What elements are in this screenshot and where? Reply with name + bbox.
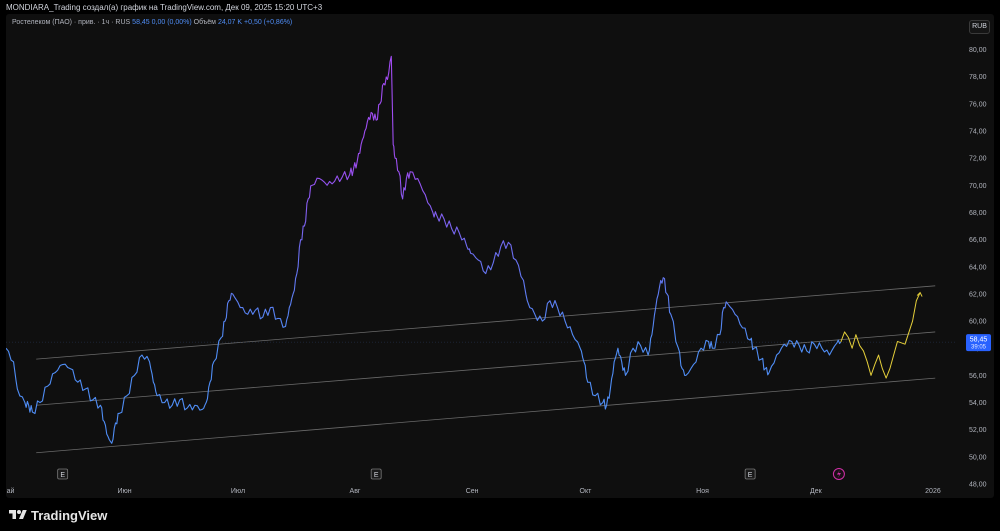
x-tick-label: Сен xyxy=(466,488,479,495)
legend-volume: 24,07 K +0,50 (+0,86%) xyxy=(217,19,293,26)
last-price-badge-bg xyxy=(966,334,991,352)
earnings-marker-box xyxy=(370,468,382,480)
y-tick-label: 50,00 xyxy=(969,454,987,461)
channel-lines xyxy=(6,285,956,454)
x-tick-label: Ноя xyxy=(696,488,709,495)
price-axis: 48,0050,0052,0054,0056,0058,0060,0062,00… xyxy=(966,47,991,489)
projection-line xyxy=(840,292,921,379)
y-tick-label: 54,00 xyxy=(969,400,987,407)
earnings-marker-box xyxy=(744,468,756,480)
symbol-legend: Ростелеком (ПАО) · прив. · 1ч · RUS 58,4… xyxy=(12,19,292,26)
price-chart[interactable]: 48,0050,0052,0054,0056,0058,0060,0062,00… xyxy=(6,14,994,498)
chart-panel[interactable]: Ростелеком (ПАО) · прив. · 1ч · RUS 58,4… xyxy=(6,14,994,498)
x-tick-label: Май xyxy=(6,487,14,495)
currency-button[interactable]: RUB xyxy=(969,20,990,34)
y-tick-label: 76,00 xyxy=(969,101,987,108)
channel-line xyxy=(36,285,936,360)
x-tick-label: Окт xyxy=(580,488,593,495)
series-layer xyxy=(6,55,923,444)
earnings-marker[interactable]: E xyxy=(57,468,69,480)
x-tick-label: Авг xyxy=(350,488,361,495)
flash-icon[interactable] xyxy=(832,468,845,480)
tradingview-logo-icon xyxy=(9,510,27,519)
y-tick-label: 80,00 xyxy=(969,47,987,54)
y-tick-label: 64,00 xyxy=(969,264,987,271)
y-tick-label: 72,00 xyxy=(969,156,987,163)
price-series-line xyxy=(6,55,842,444)
last-price-timer: 39:05 xyxy=(971,345,987,351)
y-tick-label: 60,00 xyxy=(969,319,987,326)
earnings-marker-box xyxy=(57,468,69,480)
channel-line xyxy=(36,377,936,454)
y-tick-label: 52,00 xyxy=(969,427,987,434)
legend-price: 58,45 0,00 (0,00%) xyxy=(132,19,192,26)
earnings-marker[interactable]: E xyxy=(744,468,756,480)
time-axis: Май Июн Июл Авг Сен Окт Ноя Дек 2026 xyxy=(6,487,941,495)
earnings-marker-label: E xyxy=(60,472,65,479)
last-price-value: 58,45 xyxy=(970,337,988,344)
y-tick-label: 74,00 xyxy=(969,129,987,136)
channel-line xyxy=(36,331,936,406)
legend-volume-label: Объём xyxy=(193,19,216,26)
earnings-marker-label: E xyxy=(748,472,753,479)
x-tick-label: 2026 xyxy=(925,488,941,495)
y-tick-label: 68,00 xyxy=(969,210,987,217)
flash-icon-bolt xyxy=(836,470,841,478)
y-tick-label: 78,00 xyxy=(969,74,987,81)
x-tick-label: Июл xyxy=(231,488,245,495)
earnings-marker[interactable]: E xyxy=(370,468,382,480)
chart-author-title: MONDIARA_Trading создал(а) график на Tra… xyxy=(6,3,323,12)
earnings-marker-label: E xyxy=(374,472,379,479)
tradingview-brand: TradingView xyxy=(31,507,108,523)
projection-arrowhead xyxy=(916,291,923,297)
footer-branding: TradingView xyxy=(8,506,107,524)
legend-symbol[interactable]: Ростелеком (ПАО) · прив. · 1ч · RUS xyxy=(12,19,131,26)
y-tick-label: 62,00 xyxy=(969,291,987,298)
y-tick-label: 56,00 xyxy=(969,373,987,380)
y-tick-label: 66,00 xyxy=(969,237,987,244)
y-tick-label: 70,00 xyxy=(969,183,987,190)
y-tick-label: 48,00 xyxy=(969,482,987,489)
x-tick-label: Дек xyxy=(810,488,823,495)
x-tick-label: Июн xyxy=(118,488,132,495)
